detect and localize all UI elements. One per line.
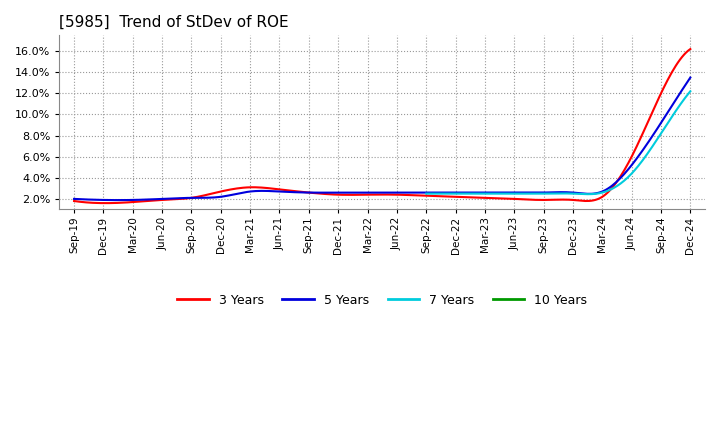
- 5 Years: [436, 190, 445, 195]
- 5 Years: [72, 196, 81, 202]
- 5 Years: [591, 191, 600, 196]
- 7 Years: [578, 191, 587, 197]
- 3 Years: [686, 46, 695, 51]
- Text: [5985]  Trend of StDev of ROE: [5985] Trend of StDev of ROE: [60, 15, 289, 30]
- 5 Years: [113, 198, 122, 203]
- 7 Years: [423, 191, 431, 196]
- Line: 7 Years: 7 Years: [426, 91, 690, 194]
- 3 Years: [438, 194, 447, 199]
- 7 Years: [583, 191, 592, 197]
- 3 Years: [591, 197, 600, 202]
- 5 Years: [686, 75, 695, 80]
- 7 Years: [579, 191, 588, 197]
- 7 Years: [686, 88, 695, 94]
- 7 Years: [645, 148, 654, 153]
- 7 Years: [585, 191, 593, 197]
- 5 Years: [438, 190, 447, 195]
- Legend: 3 Years, 5 Years, 7 Years, 10 Years: 3 Years, 5 Years, 7 Years, 10 Years: [173, 289, 592, 312]
- 7 Years: [422, 191, 431, 196]
- 7 Years: [662, 122, 671, 128]
- 3 Years: [630, 148, 639, 153]
- 3 Years: [101, 201, 109, 206]
- 5 Years: [70, 196, 78, 202]
- 3 Years: [70, 198, 78, 204]
- Line: 3 Years: 3 Years: [74, 49, 690, 203]
- 5 Years: [449, 190, 458, 195]
- Line: 5 Years: 5 Years: [74, 77, 690, 200]
- 5 Years: [630, 158, 639, 164]
- 3 Years: [449, 194, 458, 199]
- 3 Years: [436, 194, 445, 199]
- 3 Years: [72, 199, 81, 204]
